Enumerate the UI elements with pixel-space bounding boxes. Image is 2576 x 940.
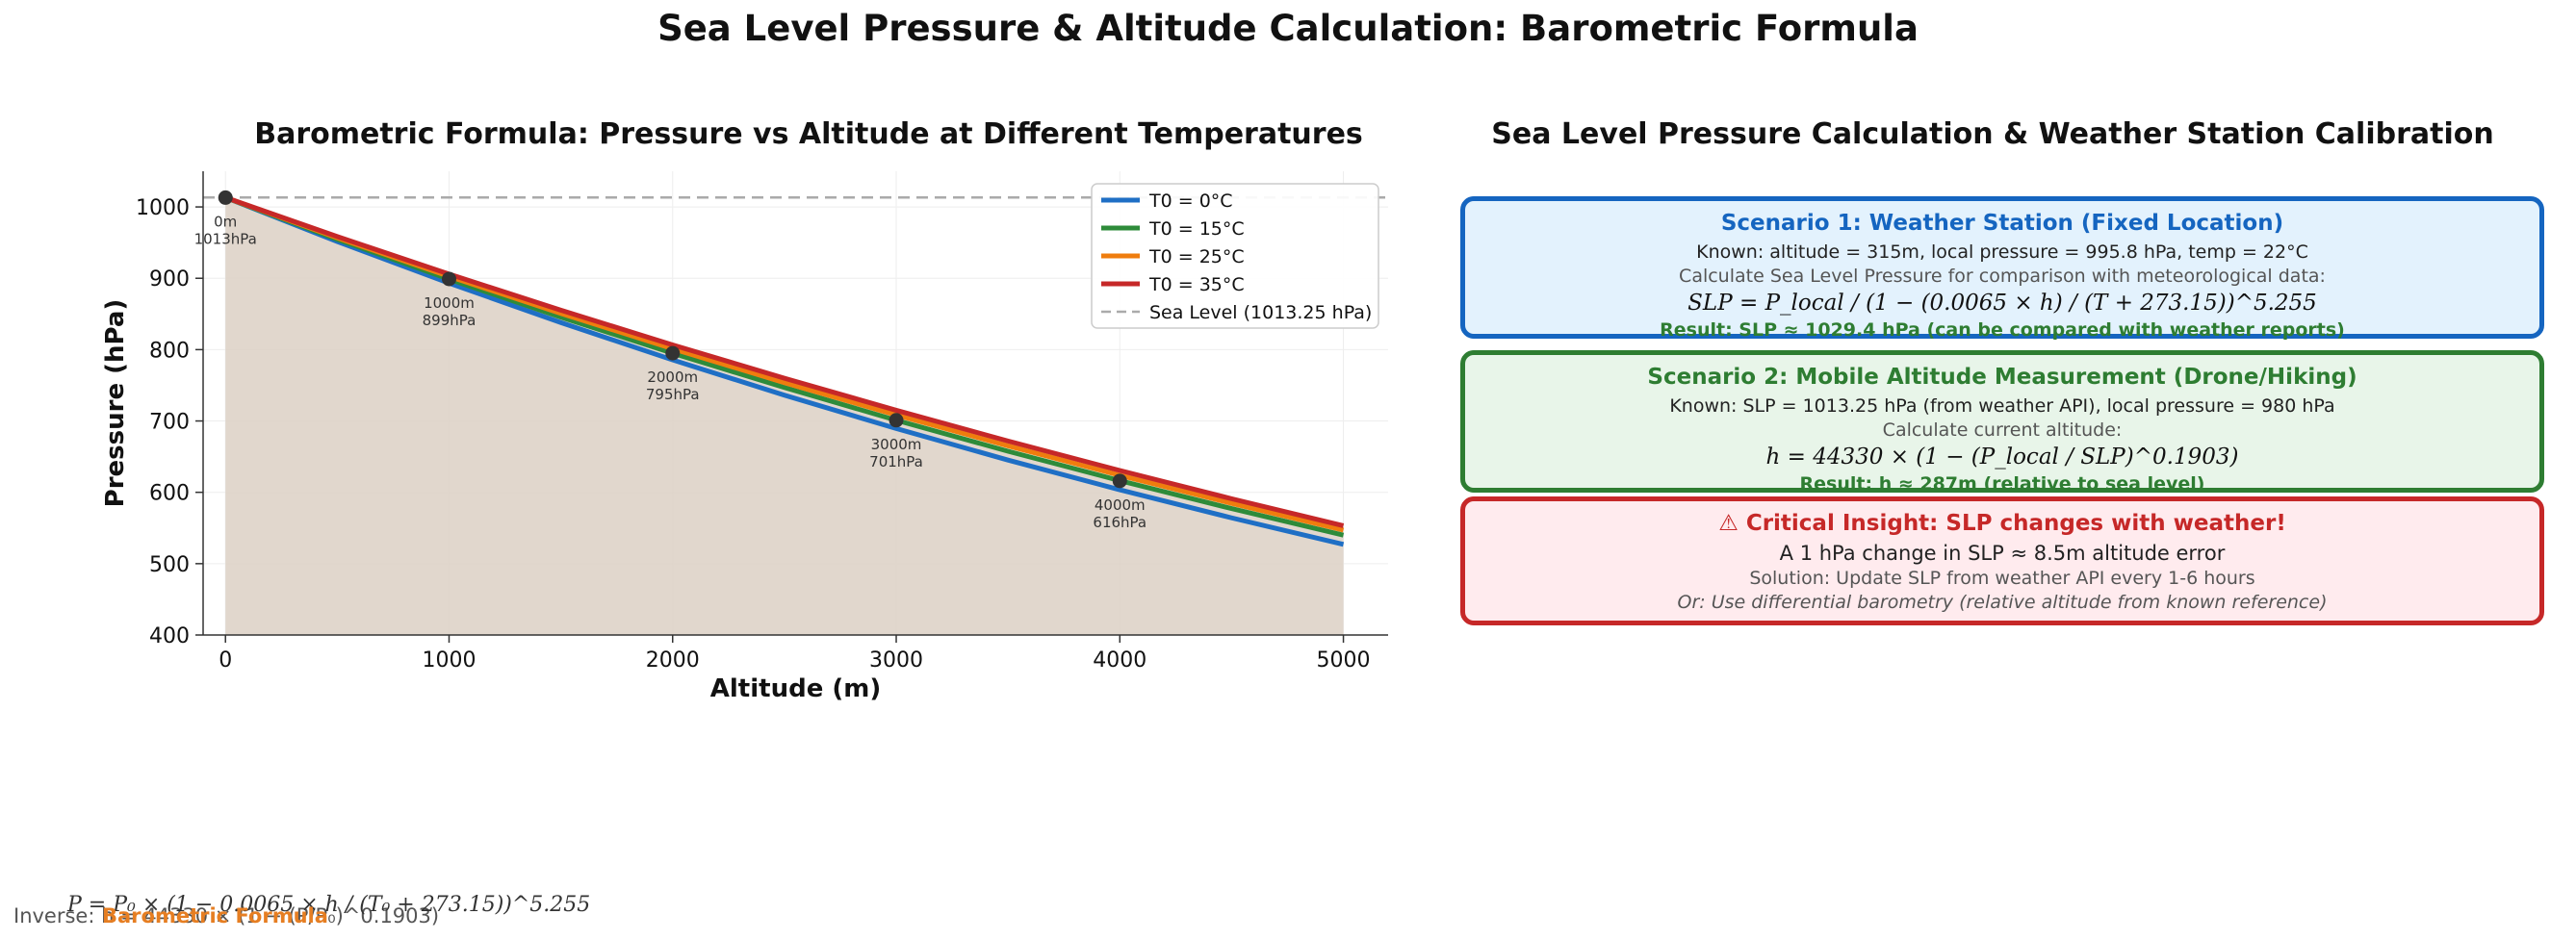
x-tick-label: 0 xyxy=(219,648,232,673)
scenario2-heading: Scenario 2: Mobile Altitude Measurement … xyxy=(1647,365,2357,390)
y-tick-label: 400 xyxy=(149,624,190,648)
barometric-formula-text: P = P₀ × (1 − 0.0065 × h / (T₀ + 273.15)… xyxy=(67,893,591,917)
scenario1-known: Known: altitude = 315m, local pressure =… xyxy=(1696,241,2308,263)
x-tick-label: 2000 xyxy=(646,648,700,673)
barometric-formula-label: Barometric Formula xyxy=(102,904,328,927)
shaded-area xyxy=(225,197,1344,636)
legend: T0 = 0°C T0 = 15°C T0 = 25°C T0 = 35°C Sea L… xyxy=(1091,183,1379,329)
x-tick-label: 5000 xyxy=(1317,648,1371,673)
insight-card: ⚠ Critical Insight: SLP changes with wea… xyxy=(1460,496,2544,625)
marker-label-pressure-3: 701hPa xyxy=(869,453,923,470)
figure-title: Sea Level Pressure & Altitude Calculatio… xyxy=(657,8,1919,49)
scenario1-formula: SLP = P_local / (1 − (0.0065 × h) / (T +… xyxy=(1687,291,2317,316)
marker-label-pressure-0: 1013hPa xyxy=(194,230,257,247)
scenario1-heading: Scenario 1: Weather Station (Fixed Locat… xyxy=(1720,211,2284,236)
scenario1-result: Result: SLP ≈ 1029.4 hPa (can be compare… xyxy=(1660,319,2345,341)
insight-line3: Or: Use differential barometry (relative… xyxy=(1677,592,2328,613)
scenario2-known: Known: SLP = 1013.25 hPa (from weather A… xyxy=(1669,395,2335,417)
legend-label-2: T0 = 25°C xyxy=(1148,246,1245,267)
y-tick-label: 700 xyxy=(149,411,190,435)
x-tick-label: 1000 xyxy=(422,648,476,673)
marker-point-1 xyxy=(441,271,456,287)
marker-label-pressure-1: 899hPa xyxy=(423,312,477,329)
marker-point-3 xyxy=(889,413,904,428)
y-tick-label: 600 xyxy=(149,482,190,506)
marker-label-altitude-4: 4000m xyxy=(1095,496,1146,514)
y-tick-label: 1000 xyxy=(136,196,190,220)
inverse-formula-text: Inverse: h = 44330 × (1 − (P/P₀)^0.1903) xyxy=(13,904,440,927)
scenario2-result: Result: h ≈ 287m (relative to sea level) xyxy=(1799,473,2205,495)
x-axis-label: Altitude (m) xyxy=(710,674,881,703)
marker-label-altitude-3: 3000m xyxy=(871,436,922,453)
x-tick-label: 3000 xyxy=(869,648,923,673)
y-tick-label: 800 xyxy=(149,339,190,363)
legend-box xyxy=(1091,183,1379,329)
legend-label-0: T0 = 0°C xyxy=(1148,191,1233,212)
series-layer xyxy=(224,194,1345,547)
series-line-0 xyxy=(224,194,1345,547)
right-panel-title: Sea Level Pressure Calculation & Weather… xyxy=(1491,117,2494,151)
axis-layer: 0 1000 2000 3000 4000 5000 400 500 600 700 800 900 1… xyxy=(101,171,1388,703)
legend-label-1: T0 = 15°C xyxy=(1148,218,1245,240)
fill-layer xyxy=(225,197,1344,636)
scenario1-task: Calculate Sea Level Pressure for compari… xyxy=(1679,266,2326,287)
insight-line2: Solution: Update SLP from weather API ev… xyxy=(1749,568,2255,589)
marker-label-altitude-1: 1000m xyxy=(424,294,475,312)
insight-heading: ⚠ Critical Insight: SLP changes with wea… xyxy=(1718,511,2286,536)
y-tick-label: 900 xyxy=(149,267,190,292)
scenario1-card: Scenario 1: Weather Station (Fixed Locat… xyxy=(1460,196,2544,341)
marker-label-pressure-4: 616hPa xyxy=(1093,514,1146,531)
insight-line1: A 1 hPa change in SLP ≈ 8.5m altitude er… xyxy=(1779,542,2226,565)
x-tick-label: 4000 xyxy=(1093,648,1146,673)
marker-point-2 xyxy=(665,345,681,361)
legend-label-3: T0 = 35°C xyxy=(1148,274,1245,295)
marker-point-4 xyxy=(1112,473,1127,489)
legend-label-4: Sea Level (1013.25 hPa) xyxy=(1149,302,1372,323)
marker-label-altitude-0: 0m xyxy=(214,213,237,230)
marker-label-altitude-2: 2000m xyxy=(647,368,698,386)
y-tick-label: 500 xyxy=(149,553,190,577)
scenario2-formula: h = 44330 × (1 − (P_local / SLP)^0.1903) xyxy=(1765,445,2239,470)
marker-label-pressure-2: 795hPa xyxy=(646,386,700,403)
scenario2-card: Scenario 2: Mobile Altitude Measurement … xyxy=(1460,350,2544,495)
series-line-3 xyxy=(224,194,1345,528)
marker-point-0 xyxy=(218,190,233,205)
chart-title: Barometric Formula: Pressure vs Altitude… xyxy=(254,117,1363,151)
scenario2-task: Calculate current altitude: xyxy=(1882,419,2123,441)
y-axis-label: Pressure (hPa) xyxy=(101,299,130,508)
